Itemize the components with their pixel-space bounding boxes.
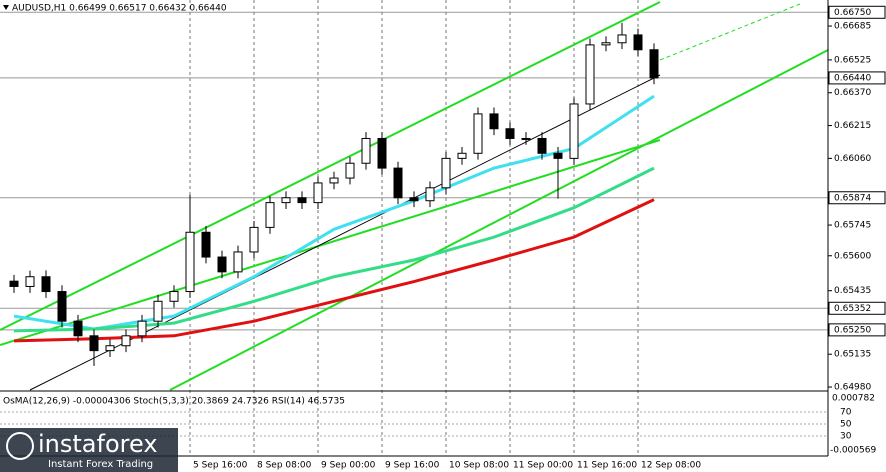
moving-average xyxy=(13,198,655,343)
level-box xyxy=(828,5,886,19)
candle-body xyxy=(457,152,467,159)
series xyxy=(9,22,659,366)
x-tick-label: 8 Sep 08:00 xyxy=(257,461,312,471)
candle-body xyxy=(649,49,659,79)
candle-body xyxy=(585,44,595,105)
level-label: 0.65250 xyxy=(834,325,871,335)
menu-triangle xyxy=(3,5,9,10)
candle-body xyxy=(601,42,611,46)
level-box xyxy=(828,191,886,205)
candle-body xyxy=(489,113,499,130)
candle-body xyxy=(105,345,115,352)
channel-middle xyxy=(0,139,661,346)
candle-body xyxy=(217,256,227,273)
candle-body xyxy=(233,251,243,273)
indicator-tick: 70 xyxy=(840,408,852,418)
candle-body xyxy=(169,291,179,302)
candle-body xyxy=(201,231,211,258)
level-label: 0.65874 xyxy=(834,193,871,203)
candle-body xyxy=(505,128,515,139)
moving-average xyxy=(13,166,655,333)
candle-body xyxy=(57,291,67,322)
candle-body xyxy=(617,34,627,44)
x-tick-label: 11 Sep 00:00 xyxy=(513,461,573,471)
candle-body xyxy=(185,231,195,293)
x-tick-label: 5 Sep 16:00 xyxy=(193,461,248,471)
y-tick-label: 0.66215 xyxy=(834,121,871,131)
candle-body xyxy=(297,197,307,204)
y-tick-label: 0.66060 xyxy=(834,154,871,164)
candle-body xyxy=(329,177,339,184)
level-box xyxy=(828,301,886,315)
level-box xyxy=(828,71,886,85)
candle-body xyxy=(25,276,35,287)
x-tick-label: 9 Sep 00:00 xyxy=(321,461,376,471)
indicator-tick: -0.000569 xyxy=(830,446,876,456)
candle-body xyxy=(569,103,579,159)
candle-body xyxy=(281,197,291,204)
channel-upper xyxy=(0,1,661,331)
candle-body xyxy=(73,320,83,337)
candle-body xyxy=(137,320,147,337)
y-tick-label: 0.65435 xyxy=(834,286,871,296)
moving-average xyxy=(13,94,655,331)
candle-body xyxy=(553,152,563,159)
channel-lower xyxy=(169,49,829,391)
candle-body xyxy=(409,197,419,202)
candle-body xyxy=(633,34,643,51)
indicator-tick: 50 xyxy=(840,420,852,430)
candle-body xyxy=(425,187,435,202)
logo-tagline: Instant Forex Trading xyxy=(48,459,153,470)
candle-body xyxy=(153,300,163,322)
candle-body xyxy=(41,276,51,293)
level-label: 0.65352 xyxy=(834,304,871,314)
y-tick-label: 0.66525 xyxy=(834,55,871,65)
logo-icon xyxy=(6,432,34,460)
y-tick-label: 0.64980 xyxy=(834,383,871,393)
indicator-label: OsMA(12,26,9) -0.00004306 Stoch(5,3,3) 2… xyxy=(3,397,345,407)
candle-body xyxy=(9,280,19,287)
candle-body xyxy=(473,113,483,154)
level-box xyxy=(828,323,886,337)
chart-title: AUDUSD,H1 0.66499 0.66517 0.66432 0.6644… xyxy=(12,4,227,14)
level-label: 0.66440 xyxy=(834,73,871,83)
x-tick-label: 10 Sep 08:00 xyxy=(449,461,509,471)
x-tick-label: 11 Sep 16:00 xyxy=(577,461,637,471)
candle-body xyxy=(393,167,403,199)
logo-backdrop xyxy=(0,428,178,472)
candle-body xyxy=(377,137,387,169)
candle-body xyxy=(537,137,547,154)
candle-body xyxy=(345,162,355,179)
candle-body xyxy=(249,226,259,253)
y-tick-label: 0.65745 xyxy=(834,221,871,231)
x-tick-label: 12 Sep 08:00 xyxy=(641,461,701,471)
candle-body xyxy=(521,137,531,140)
indicator-tick: 0.000782 xyxy=(832,394,875,404)
indicator-tick: 30 xyxy=(840,432,852,442)
y-tick-label: 0.65135 xyxy=(834,350,871,360)
y-tick-label: 0.65600 xyxy=(834,251,871,261)
candle-body xyxy=(265,202,275,228)
level-label: 0.66750 xyxy=(834,8,871,18)
candle-body xyxy=(89,335,99,352)
x-tick-label: 9 Sep 16:00 xyxy=(385,461,440,471)
candle-body xyxy=(121,335,131,347)
candle-body xyxy=(361,137,371,164)
y-tick-label: 0.66685 xyxy=(834,22,871,32)
candle-body xyxy=(313,182,323,204)
candle-body xyxy=(441,157,451,189)
logo: instaforex xyxy=(38,430,158,458)
y-tick-label: 0.66370 xyxy=(834,88,871,98)
